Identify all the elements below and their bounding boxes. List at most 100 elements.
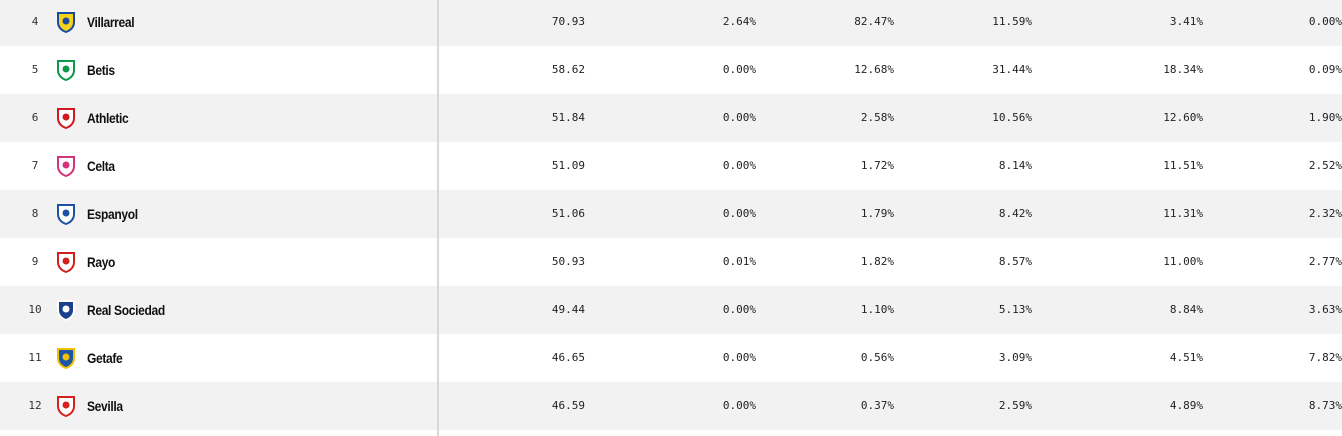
stat-value: 11.51% [1163, 159, 1203, 172]
stat-value: 51.06 [551, 207, 585, 220]
stat-value: 8.73% [1308, 399, 1342, 412]
stat-value: 1.79% [860, 207, 894, 220]
stat-value: 0.09% [1308, 63, 1342, 76]
stat-value: 2.32% [1308, 207, 1342, 220]
crest [57, 204, 75, 226]
stat-value: 0.00% [722, 351, 756, 364]
stat-value: 0.00% [722, 159, 756, 172]
stat-value: 8.84% [1169, 303, 1203, 316]
crest [57, 12, 75, 34]
team-name: Espanyol [87, 206, 138, 222]
stat-value: 2.77% [1308, 255, 1342, 268]
rank: 4 [31, 15, 39, 28]
team-logo [55, 347, 77, 370]
team-logo [55, 59, 77, 82]
rank: 12 [28, 399, 42, 412]
stat-value: 4.89% [1169, 399, 1203, 412]
table-row: 6 Athletic 51.84 0.00% 2.58% 10.56% 12.60% 1.90… [0, 94, 1342, 142]
team-logo [55, 395, 77, 418]
stat-value: 0.37% [860, 399, 894, 412]
stat-value: 0.00% [722, 399, 756, 412]
stat-value: 3.63% [1308, 303, 1342, 316]
stat-value: 2.64% [722, 15, 756, 28]
rank: 9 [31, 255, 39, 268]
stat-value: 3.41% [1169, 15, 1203, 28]
table-row: 5 Betis 58.62 0.00% 12.68% 31.44% 18.34% 0.09% [0, 46, 1342, 94]
team-name: Getafe [87, 350, 123, 366]
stat-value: 70.93 [551, 15, 585, 28]
stat-value: 12.60% [1163, 111, 1203, 124]
team-name: Athletic [87, 110, 129, 126]
table-row: 11 Getafe 46.65 0.00% 0.56% 3.09% 4.51% 7.82% [0, 334, 1342, 382]
stat-value: 31.44% [992, 63, 1032, 76]
stat-value: 58.62 [551, 63, 585, 76]
stat-value: 10.56% [992, 111, 1032, 124]
crest [57, 300, 75, 322]
stat-value: 8.14% [998, 159, 1032, 172]
crest [57, 108, 75, 130]
team-logo [55, 251, 77, 274]
stat-value: 18.34% [1163, 63, 1203, 76]
stat-value: 2.58% [860, 111, 894, 124]
stat-value: 2.59% [998, 399, 1032, 412]
stat-value: 11.00% [1163, 255, 1203, 268]
stat-value: 8.42% [998, 207, 1032, 220]
stat-value: 0.00% [722, 111, 756, 124]
stat-value: 0.00% [722, 303, 756, 316]
crest [57, 348, 75, 370]
stat-value: 1.72% [860, 159, 894, 172]
stat-value: 0.00% [722, 63, 756, 76]
stat-value: 82.47% [854, 15, 894, 28]
stat-value: 8.57% [998, 255, 1032, 268]
crest [57, 396, 75, 418]
stat-value: 3.09% [998, 351, 1032, 364]
team-logo [55, 203, 77, 226]
stat-value: 51.84 [551, 111, 585, 124]
team-logo [55, 299, 77, 322]
team-logo [55, 155, 77, 178]
table-row: 9 Rayo 50.93 0.01% 1.82% 8.57% 11.00% 2.77% [0, 238, 1342, 286]
stat-value: 12.68% [854, 63, 894, 76]
team-logo [55, 11, 77, 34]
stat-value: 1.82% [860, 255, 894, 268]
stat-value: 11.59% [992, 15, 1032, 28]
table-row: 7 Celta 51.09 0.00% 1.72% 8.14% 11.51% 2.52% [0, 142, 1342, 190]
stat-value: 0.00% [1308, 15, 1342, 28]
crest [57, 156, 75, 178]
team-logo [55, 107, 77, 130]
stat-value: 51.09 [551, 159, 585, 172]
stat-value: 1.10% [860, 303, 894, 316]
stat-value: 5.13% [998, 303, 1032, 316]
rank: 6 [31, 111, 39, 124]
stat-value: 11.31% [1163, 207, 1203, 220]
team-name: Sevilla [87, 398, 123, 414]
stat-value: 1.90% [1308, 111, 1342, 124]
stat-value: 2.52% [1308, 159, 1342, 172]
table-row: 8 Espanyol 51.06 0.00% 1.79% 8.42% 11.31% 2.32% [0, 190, 1342, 238]
rank: 10 [28, 303, 42, 316]
stat-value: 49.44 [551, 303, 585, 316]
stat-value: 0.56% [860, 351, 894, 364]
stat-value: 0.00% [722, 207, 756, 220]
stat-value: 7.82% [1308, 351, 1342, 364]
rank: 5 [31, 63, 39, 76]
rank: 11 [28, 351, 42, 364]
stat-value: 50.93 [551, 255, 585, 268]
crest [57, 60, 75, 82]
team-name: Rayo [87, 254, 116, 270]
rank: 8 [31, 207, 39, 220]
team-name: Betis [87, 62, 115, 78]
team-name: Real Sociedad [87, 302, 165, 318]
team-name: Villarreal [87, 14, 135, 30]
stat-value: 0.01% [722, 255, 756, 268]
column-separator [437, 0, 439, 436]
team-name: Celta [87, 158, 115, 174]
stat-value: 4.51% [1169, 351, 1203, 364]
stat-value: 46.59 [551, 399, 585, 412]
table-row: 12 Sevilla 46.59 0.00% 0.37% 2.59% 4.89% 8.73% [0, 382, 1342, 430]
table-row: 10 Real Sociedad 49.44 0.00% 1.10% 5.13% 8.84%… [0, 286, 1342, 334]
crest [57, 252, 75, 274]
rank: 7 [31, 159, 39, 172]
stat-value: 46.65 [551, 351, 585, 364]
